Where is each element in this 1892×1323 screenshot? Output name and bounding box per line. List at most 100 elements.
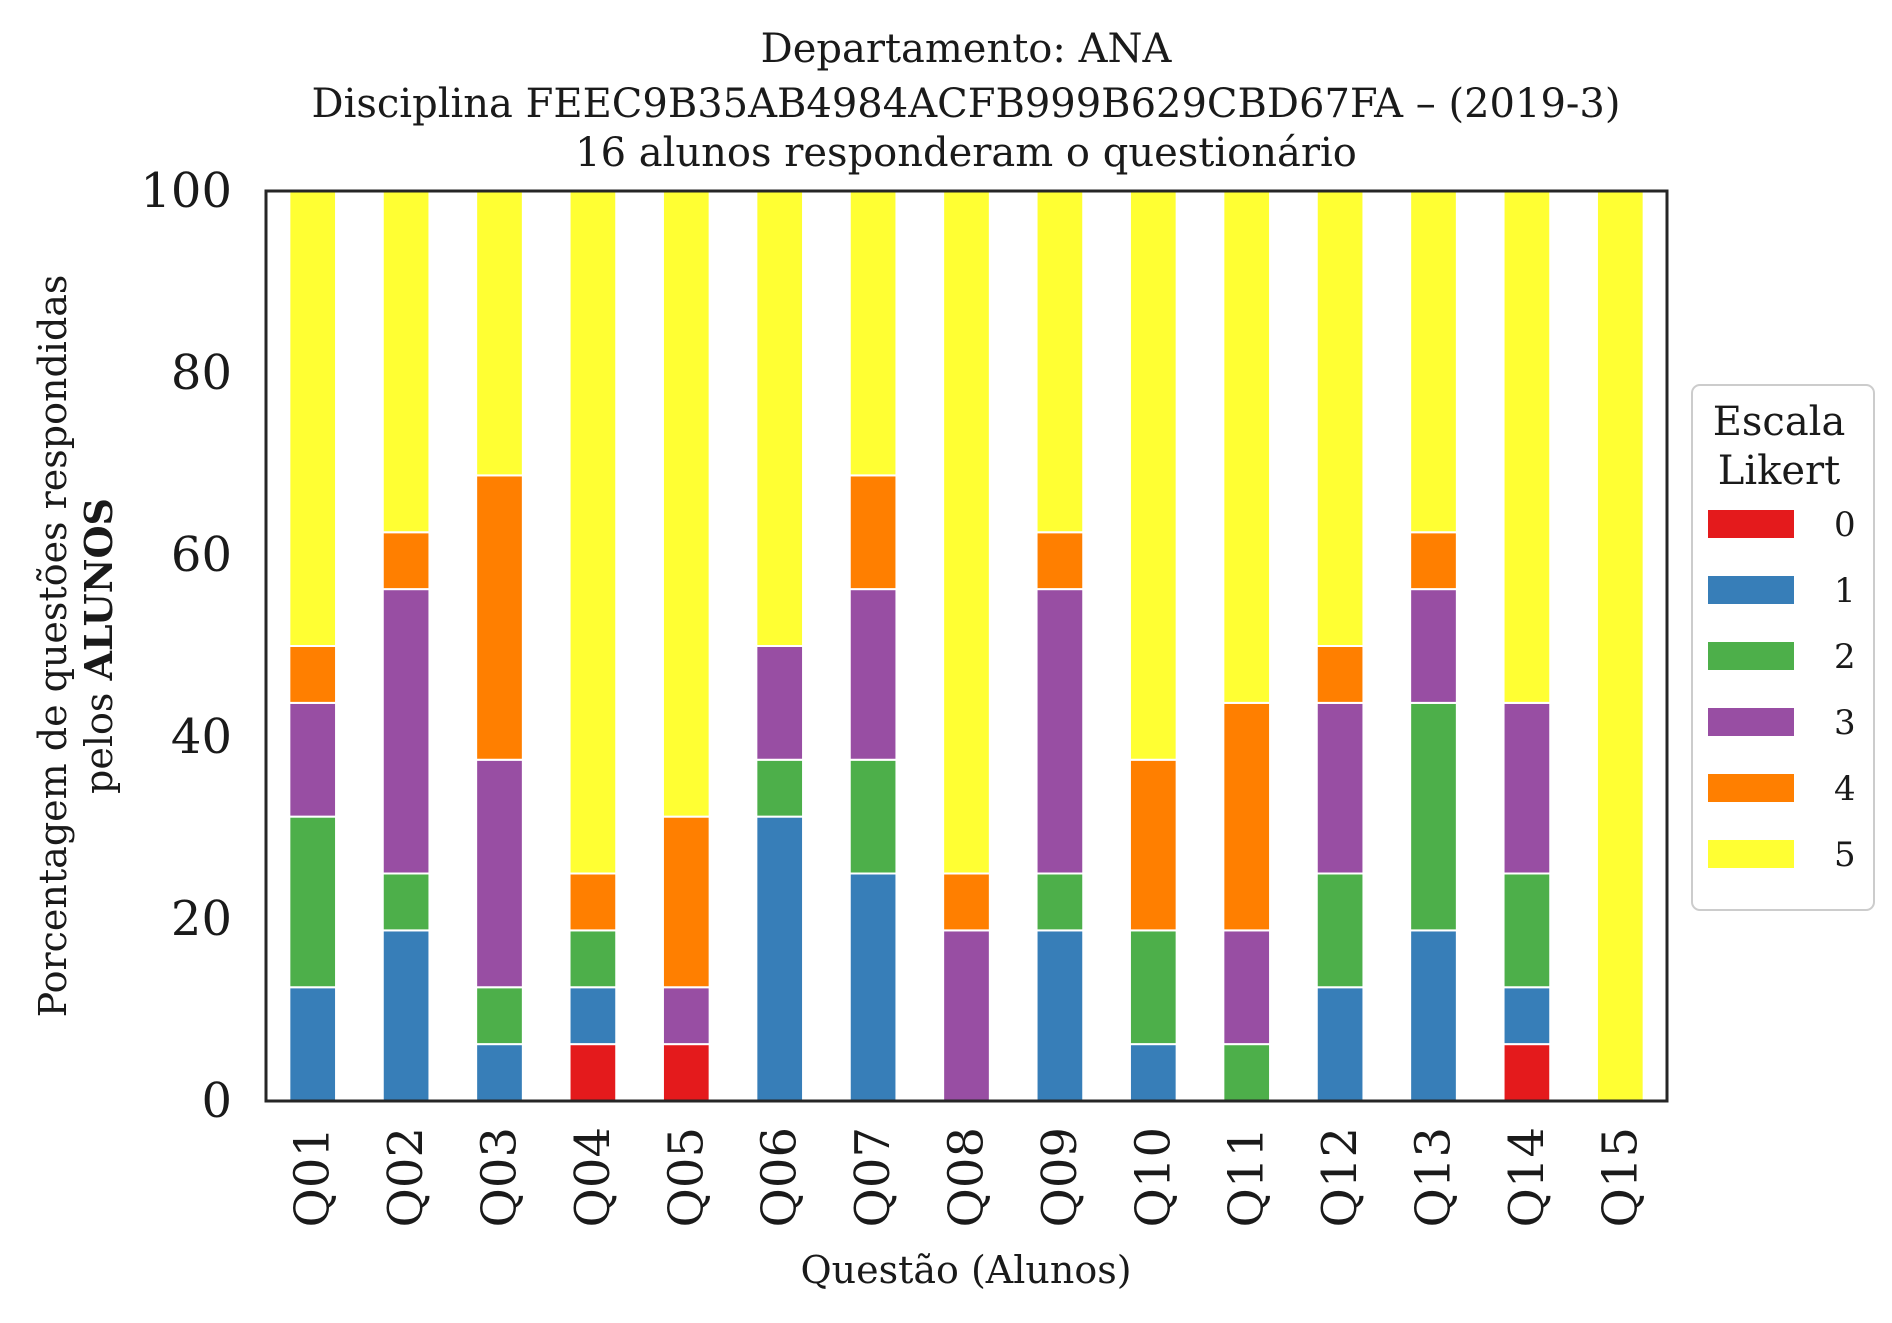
plot-frame [264,189,1669,1103]
bar-q04-likert-0 [568,1043,618,1102]
bar-q09-likert-2 [1035,872,1085,932]
bar-q12-likert-2 [1315,872,1365,989]
legend: Escala Likert 0 1 2 3 4 5 [1691,384,1875,911]
chart-title-line-2: Disciplina FEEC9B35AB4984ACFB999B629CBD6… [312,81,1621,127]
x-axis-ticks: Q01 Q02 Q03 Q04 Q05 Q06 Q07 Q08 Q09 Q10 Q11 Q12 Q13 Q… [285,1127,1649,1227]
bar-q13-likert-2 [1409,701,1458,932]
bar-q10-likert-2 [1128,929,1178,1046]
bar-q02-likert-2 [381,872,431,932]
bar-q12-likert-5 [1315,190,1365,647]
bar-q08-likert-3 [942,929,991,1102]
y-tick-label: 80 [171,345,232,401]
x-tick-label: Q02 [378,1127,434,1227]
bar-q13-likert-3 [1409,588,1458,704]
bar-q14-likert-5 [1502,190,1552,704]
bar-q04-likert-5 [568,190,618,875]
x-tick-label: Q10 [1125,1127,1181,1227]
x-tick-label: Q06 [752,1127,808,1227]
bar-q07-likert-5 [848,190,898,477]
x-tick-label: Q09 [1032,1127,1088,1227]
bar-q01-likert-1 [288,986,338,1102]
x-tick-label: Q08 [939,1127,995,1227]
bar-q06-likert-3 [755,645,805,761]
bar-q05-likert-0 [661,1043,711,1102]
legend-swatch-3 [1708,708,1794,736]
bar-q12-likert-3 [1315,701,1365,875]
bar-q14-likert-3 [1502,701,1552,875]
bar-q01-likert-2 [288,815,338,989]
bar-q06-likert-2 [755,758,805,818]
legend-swatch-2 [1708,642,1794,670]
legend-swatch-1 [1708,576,1794,604]
legend-label-4: 4 [1834,769,1856,809]
bar-q06-likert-1 [755,815,805,1102]
bar-q14-likert-1 [1502,986,1552,1046]
y-tick-label: 0 [201,1073,232,1129]
y-tick-label: 60 [171,527,232,583]
bar-q12-likert-1 [1315,986,1365,1102]
bar-q07-likert-3 [848,588,898,761]
bar-q10-likert-5 [1128,190,1178,761]
bar-q11-likert-5 [1222,190,1272,704]
bar-q14-likert-0 [1502,1043,1552,1102]
y-axis-ticks: 0 20 40 60 80 100 [140,163,232,1129]
legend-label-0: 0 [1834,505,1856,545]
bar-q14-likert-2 [1502,872,1552,989]
x-tick-label: Q15 [1592,1127,1648,1227]
bar-q07-likert-1 [848,872,898,1102]
legend-items: 0 1 2 3 4 5 [1708,505,1856,875]
bar-q03-likert-1 [475,1043,524,1102]
bar-q10-likert-4 [1128,758,1178,932]
bar-q13-likert-5 [1409,190,1458,534]
bar-q08-likert-5 [942,190,991,875]
x-axis-label: Questão (Alunos) [800,1248,1131,1292]
legend-title-line-2: Likert [1718,448,1840,494]
bar-q05-likert-5 [661,190,711,818]
x-tick-label: Q13 [1406,1127,1462,1227]
bar-q08-likert-4 [942,872,991,932]
bar-q09-likert-3 [1035,588,1085,875]
legend-swatch-5 [1708,840,1794,868]
bar-q01-likert-4 [288,645,338,704]
bar-q02-likert-1 [381,929,431,1102]
y-tick-label: 40 [171,709,232,765]
bar-q13-likert-1 [1409,929,1458,1102]
chart-title-line-1: Departamento: ANA [761,26,1173,72]
bar-q03-likert-4 [475,474,524,761]
bar-q10-likert-1 [1128,1043,1178,1102]
chart-title-line-3: 16 alunos responderam o questionário [575,130,1357,176]
y-axis-label-line-1: Porcentagem de questões respondidas [31,275,75,1018]
bar-q13-likert-4 [1409,531,1458,591]
legend-label-5: 5 [1834,835,1856,875]
bar-q07-likert-2 [848,758,898,875]
legend-label-3: 3 [1834,703,1856,743]
bar-q03-likert-3 [475,758,524,989]
legend-title-line-1: Escala [1713,399,1846,445]
legend-label-1: 1 [1834,571,1856,611]
bar-q05-likert-4 [661,815,711,989]
bar-q09-likert-4 [1035,531,1085,591]
bar-q02-likert-5 [381,190,431,534]
bar-q04-likert-2 [568,929,618,989]
bar-q03-likert-5 [475,190,524,477]
y-axis-label-line-2: pelos ALUNOS [76,498,121,794]
bar-q04-likert-4 [568,872,618,932]
bar-q06-likert-5 [755,190,805,647]
y-tick-label: 20 [171,891,232,947]
x-tick-label: Q14 [1499,1127,1555,1227]
x-tick-label: Q12 [1312,1127,1368,1227]
bar-q05-likert-3 [661,986,711,1046]
bars-group [288,190,1645,1102]
bar-q03-likert-2 [475,986,524,1046]
y-tick-label: 100 [140,163,232,219]
bar-q07-likert-4 [848,474,898,591]
x-tick-label: Q11 [1219,1127,1275,1227]
bar-q11-likert-3 [1222,929,1272,1046]
bar-q02-likert-3 [381,588,431,875]
legend-swatch-0 [1708,510,1794,538]
legend-swatch-4 [1708,774,1794,802]
bar-q11-likert-4 [1222,701,1272,932]
y-axis-label-bold: ALUNOS [76,498,121,682]
bar-q15-likert-5 [1595,190,1645,1102]
